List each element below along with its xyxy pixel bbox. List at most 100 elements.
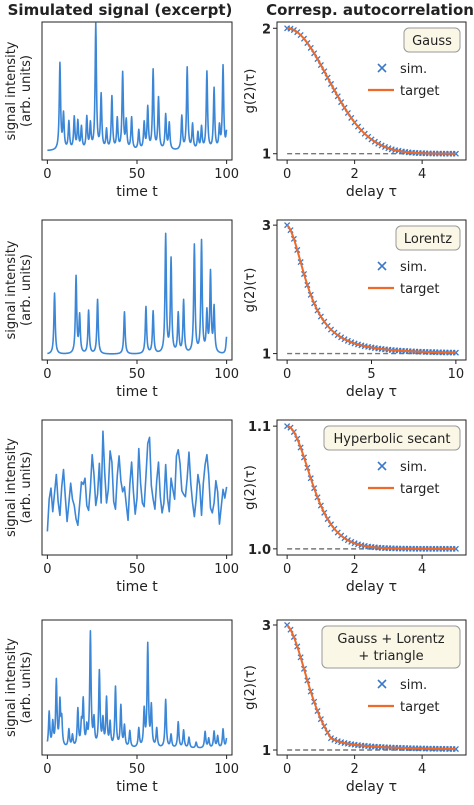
legend-title-box — [403, 27, 461, 53]
y-axis-label: g(2)(τ) — [243, 268, 258, 313]
x-tick-label: 100 — [214, 167, 239, 182]
x-tick-label: 2 — [350, 762, 358, 777]
x-axis-label: delay τ — [346, 384, 397, 400]
x-tick-label: 0 — [283, 167, 291, 182]
x-tick-label: 50 — [129, 562, 146, 577]
acf-lorentz: 0 5 10 1 3 delay τ g(2)(τ) Lorentz sim. target — [243, 219, 467, 400]
legend-sim-marker — [377, 63, 387, 73]
x-tick-label: 0 — [43, 562, 51, 577]
y-axis-label: g(2)(τ) — [243, 665, 258, 710]
target-line — [287, 425, 456, 550]
acf-sech: 0 2 4 1.0 1.1 delay τ g(2)(τ) Hyperbolic secant… — [243, 419, 467, 595]
x-tick-label: 50 — [129, 762, 146, 777]
legend-title: Hyperbolic secant — [334, 432, 451, 447]
y-axis-label-line: (arb. units) — [19, 452, 34, 524]
x-axis-label: time t — [116, 384, 158, 400]
y-axis-label-line: signal intensity — [4, 638, 19, 737]
y-tick-label: 3 — [262, 219, 271, 234]
legend-sim-marker — [377, 261, 387, 271]
x-axis-label: time t — [116, 779, 158, 795]
legend-target-label: target — [400, 282, 440, 297]
signal-sech: 0 50 100 time t signal intensity(arb. units) — [4, 419, 239, 595]
legend-title-box — [395, 225, 461, 251]
y-tick-label: 1.0 — [248, 543, 271, 558]
legend-title-line: + triangle — [358, 649, 423, 664]
y-axis-label-line: signal intensity — [4, 41, 19, 140]
acf-mixed-frame — [276, 619, 467, 756]
legend-title-line: Gauss + Lorentz — [337, 632, 444, 647]
y-axis-label: g(2)(τ) — [243, 465, 258, 510]
y-tick-label: 1 — [262, 744, 271, 759]
x-tick-label: 50 — [129, 367, 146, 382]
signal-mixed-frame — [41, 619, 233, 756]
y-axis-label-line: (arb. units) — [19, 55, 34, 127]
right-column-title: Corresp. autocorrelation — [266, 1, 474, 19]
y-axis-label-line: signal intensity — [4, 438, 19, 537]
x-tick-label: 0 — [43, 367, 51, 382]
legend-sim-marker — [377, 679, 387, 689]
y-axis-label: signal intensity(arb. units) — [4, 240, 34, 339]
sim-marker — [284, 423, 291, 430]
legend-sim-label: sim. — [400, 460, 427, 475]
legend-target-label: target — [400, 84, 440, 99]
y-tick-label: 1 — [262, 348, 271, 363]
legend-sim-label: sim. — [400, 260, 427, 275]
x-tick-label: 4 — [418, 562, 426, 577]
signal-lorentz: 0 50 100 time t signal intensity(arb. units) — [4, 219, 239, 400]
target-line — [286, 224, 456, 354]
y-axis-label: g(2)(τ) — [243, 69, 258, 114]
y-tick-label: 2 — [262, 22, 271, 37]
y-axis-label-line: signal intensity — [4, 240, 19, 339]
left-column-title: Simulated signal (excerpt) — [8, 1, 233, 19]
x-tick-label: 4 — [418, 167, 426, 182]
x-tick-label: 0 — [283, 762, 291, 777]
legend-target-label: target — [400, 700, 440, 715]
x-tick-label: 4 — [418, 762, 426, 777]
signal-line — [46, 629, 228, 749]
x-axis-label: delay τ — [346, 779, 397, 795]
signal-line — [46, 22, 228, 152]
x-tick-label: 100 — [214, 562, 239, 577]
acf-gauss-frame — [276, 21, 467, 161]
y-axis-label: signal intensity(arb. units) — [4, 638, 34, 737]
x-axis-label: time t — [116, 579, 158, 595]
x-tick-label: 0 — [283, 367, 291, 382]
legend-title-box — [321, 625, 461, 669]
legend-title: Gauss — [412, 34, 452, 49]
x-tick-label: 2 — [350, 562, 358, 577]
target-line — [287, 27, 456, 155]
y-tick-label: 1 — [262, 148, 271, 163]
y-axis-label-line: (arb. units) — [19, 254, 34, 326]
signal-gauss: 0 50 100 time t signal intensity(arb. units) — [4, 21, 239, 200]
legend-title-box — [323, 425, 461, 451]
y-axis-label-line: (arb. units) — [19, 652, 34, 724]
y-tick-label: 1.1 — [248, 420, 271, 435]
legend-target-label: target — [400, 482, 440, 497]
legend-sim-label: sim. — [400, 678, 427, 693]
signal-mixed: 0 50 100 time t signal intensity(arb. units) — [4, 619, 239, 795]
legend-title: Lorentz — [404, 232, 452, 247]
signal-line — [46, 232, 228, 355]
x-tick-label: 100 — [214, 367, 239, 382]
x-tick-label: 100 — [214, 762, 239, 777]
signal-line — [46, 430, 228, 532]
x-tick-label: 2 — [350, 167, 358, 182]
y-axis-label: signal intensity(arb. units) — [4, 41, 34, 140]
x-tick-label: 5 — [367, 367, 375, 382]
x-axis-label: time t — [116, 184, 158, 200]
x-tick-label: 0 — [43, 167, 51, 182]
target-line — [286, 624, 456, 751]
y-tick-label: 3 — [262, 619, 271, 634]
x-axis-label: delay τ — [346, 184, 397, 200]
x-tick-label: 0 — [283, 562, 291, 577]
acf-mixed: 0 2 4 1 3 delay τ g(2)(τ) Gauss + Lorentz + tria… — [243, 619, 467, 795]
x-tick-label: 10 — [448, 367, 465, 382]
x-tick-label: 50 — [129, 167, 146, 182]
x-axis-label: delay τ — [346, 579, 397, 595]
acf-sech-frame — [276, 419, 467, 556]
legend-sim-label: sim. — [400, 62, 427, 77]
y-axis-label: signal intensity(arb. units) — [4, 438, 34, 537]
legend-sim-marker — [377, 461, 387, 471]
x-tick-label: 0 — [43, 762, 51, 777]
